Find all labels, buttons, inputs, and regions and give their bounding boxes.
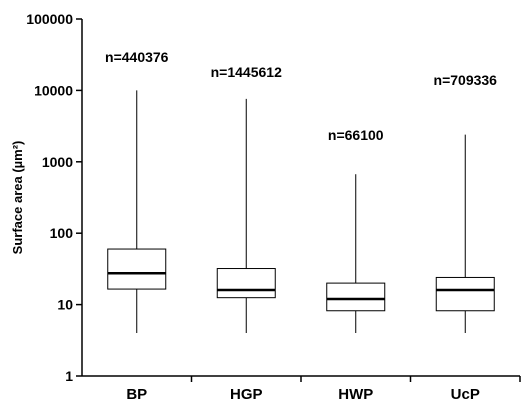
box-ucp: [435, 134, 495, 334]
box-hgp: [216, 98, 276, 334]
x-tick-label: HGP: [230, 386, 263, 403]
y-tick-label: 10000: [34, 82, 73, 98]
y-tick-label: 10: [57, 297, 73, 313]
y-tick-label: 100: [50, 225, 74, 241]
iqr-box: [107, 248, 167, 290]
y-axis-title: Surface area (µm²): [10, 141, 25, 255]
y-ticks: 1 10 100 1000 10000 100000: [26, 11, 82, 384]
x-tick-label: BP: [126, 386, 147, 403]
x-ticks: BP HGP HWP UcP: [126, 376, 521, 403]
iqr-box: [326, 282, 386, 312]
n-annotation: n=1445612: [211, 64, 282, 80]
n-annotation: n=440376: [105, 49, 169, 65]
box-bp: [107, 90, 167, 334]
y-tick-label: 100000: [26, 11, 73, 27]
boxes: [107, 90, 495, 334]
y-tick-label: 1: [65, 368, 73, 384]
annotations: n=440376 n=1445612 n=66100 n=709336: [105, 49, 497, 143]
n-annotation: n=66100: [328, 127, 384, 143]
x-tick-label: HWP: [338, 386, 373, 403]
n-annotation: n=709336: [434, 72, 498, 88]
y-tick-label: 1000: [42, 154, 73, 170]
iqr-box: [216, 268, 276, 299]
iqr-box: [435, 276, 495, 312]
box-hwp: [326, 174, 386, 334]
x-tick-label: UcP: [451, 386, 480, 403]
